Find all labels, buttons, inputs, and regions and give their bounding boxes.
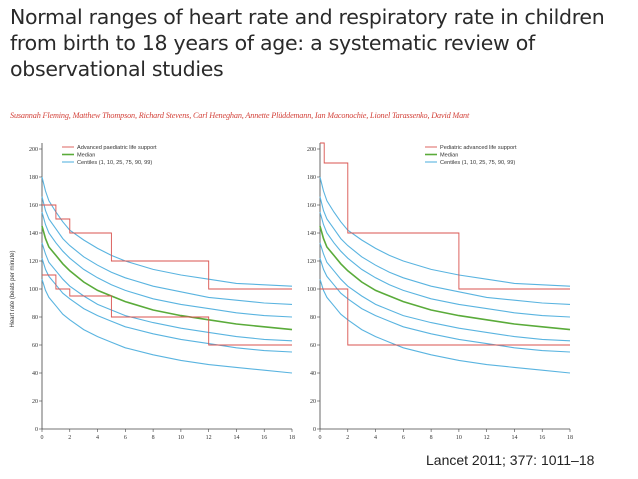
left-x-tick-label: 18 [289,435,295,441]
left-y-axis-label: Heart rate (beats per minute) [10,250,16,327]
left-series-25th-centile [41,242,293,342]
left-series-median [41,225,293,331]
right-y-tick-label: 60 [310,343,316,349]
right-y-tick-label: 20 [310,399,316,405]
left-x-tick-label: 14 [233,435,239,441]
left-series-75th-centile [41,211,293,318]
left-x-tick-label: 12 [206,435,212,441]
left-x-tick-label: 0 [41,435,44,441]
right-x-tick-label: 18 [567,435,573,441]
right-y-tick-label: 160 [307,203,316,209]
right-y-tick-label: 80 [310,315,316,321]
page-title: Normal ranges of heart rate and respirat… [10,5,605,81]
left-legend-label: Centiles (1, 10, 25, 75, 90, 99) [77,160,152,166]
left-series-10th-centile [41,258,293,353]
left-legend-label: Median [77,153,95,159]
left-y-tick-label: 200 [29,147,38,153]
right-y-tick-label: 120 [307,259,316,265]
author-list: Susannah Fleming, Matthew Thompson, Rich… [10,111,470,120]
right-series-99th-centile [319,176,571,287]
right-x-tick-label: 16 [539,435,545,441]
right-y-tick-label: 100 [307,287,316,293]
right-x-tick-label: 4 [374,435,377,441]
right-y-tick-label: 0 [313,427,316,433]
right-series-median [319,225,571,331]
left-y-tick-label: 80 [32,315,38,321]
right-support-band-lower [320,288,570,346]
left-y-tick-label: 0 [35,427,38,433]
right-x-tick-label: 6 [402,435,405,441]
right-x-tick-label: 14 [511,435,517,441]
right-series-75th-centile [319,211,571,318]
left-y-tick-label: 120 [29,259,38,265]
left-x-tick-label: 16 [261,435,267,441]
left-series-99th-centile [41,176,293,287]
right-series-1st-centile [319,279,571,374]
left-support-band-upper [42,204,292,290]
right-x-tick-label: 12 [484,435,490,441]
left-y-tick-label: 100 [29,287,38,293]
right-support-band-upper [320,142,570,290]
right-x-tick-label: 0 [319,435,322,441]
left-x-tick-label: 8 [152,435,155,441]
right-series-25th-centile [319,242,571,342]
right-x-tick-label: 8 [430,435,433,441]
right-x-tick-label: 10 [456,435,462,441]
right-y-tick-label: 200 [307,147,316,153]
left-y-tick-label: 60 [32,343,38,349]
right-y-tick-label: 180 [307,175,316,181]
right-x-tick-label: 2 [346,435,349,441]
left-y-tick-label: 40 [32,371,38,377]
citation: Lancet 2011; 377: 1011–18 [426,452,595,468]
right-series-90th-centile [319,196,571,305]
left-series-1st-centile [41,279,293,374]
right-legend-label: Centiles (1, 10, 25, 75, 90, 99) [440,160,515,166]
left-x-tick-label: 2 [68,435,71,441]
right-y-tick-label: 40 [310,371,316,377]
right-legend-label: Median [440,153,458,159]
right-series-10th-centile [319,258,571,353]
right-legend-label: Pediatric advanced life support [440,145,517,151]
left-legend-label: Advanced paediatric life support [77,145,157,151]
left-x-tick-label: 10 [178,435,184,441]
left-y-tick-label: 20 [32,399,38,405]
left-x-tick-label: 6 [124,435,127,441]
left-y-tick-label: 140 [29,231,38,237]
left-support-band-lower [42,274,292,346]
left-x-tick-label: 4 [96,435,99,441]
left-y-tick-label: 180 [29,175,38,181]
left-y-tick-label: 160 [29,203,38,209]
left-series-90th-centile [41,196,293,305]
right-y-tick-label: 140 [307,231,316,237]
